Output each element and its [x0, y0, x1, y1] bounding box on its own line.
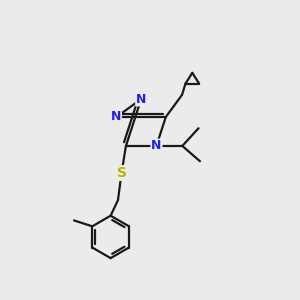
Text: N: N: [151, 140, 162, 152]
Text: N: N: [136, 93, 146, 106]
Text: S: S: [116, 166, 127, 180]
Text: N: N: [111, 110, 121, 124]
